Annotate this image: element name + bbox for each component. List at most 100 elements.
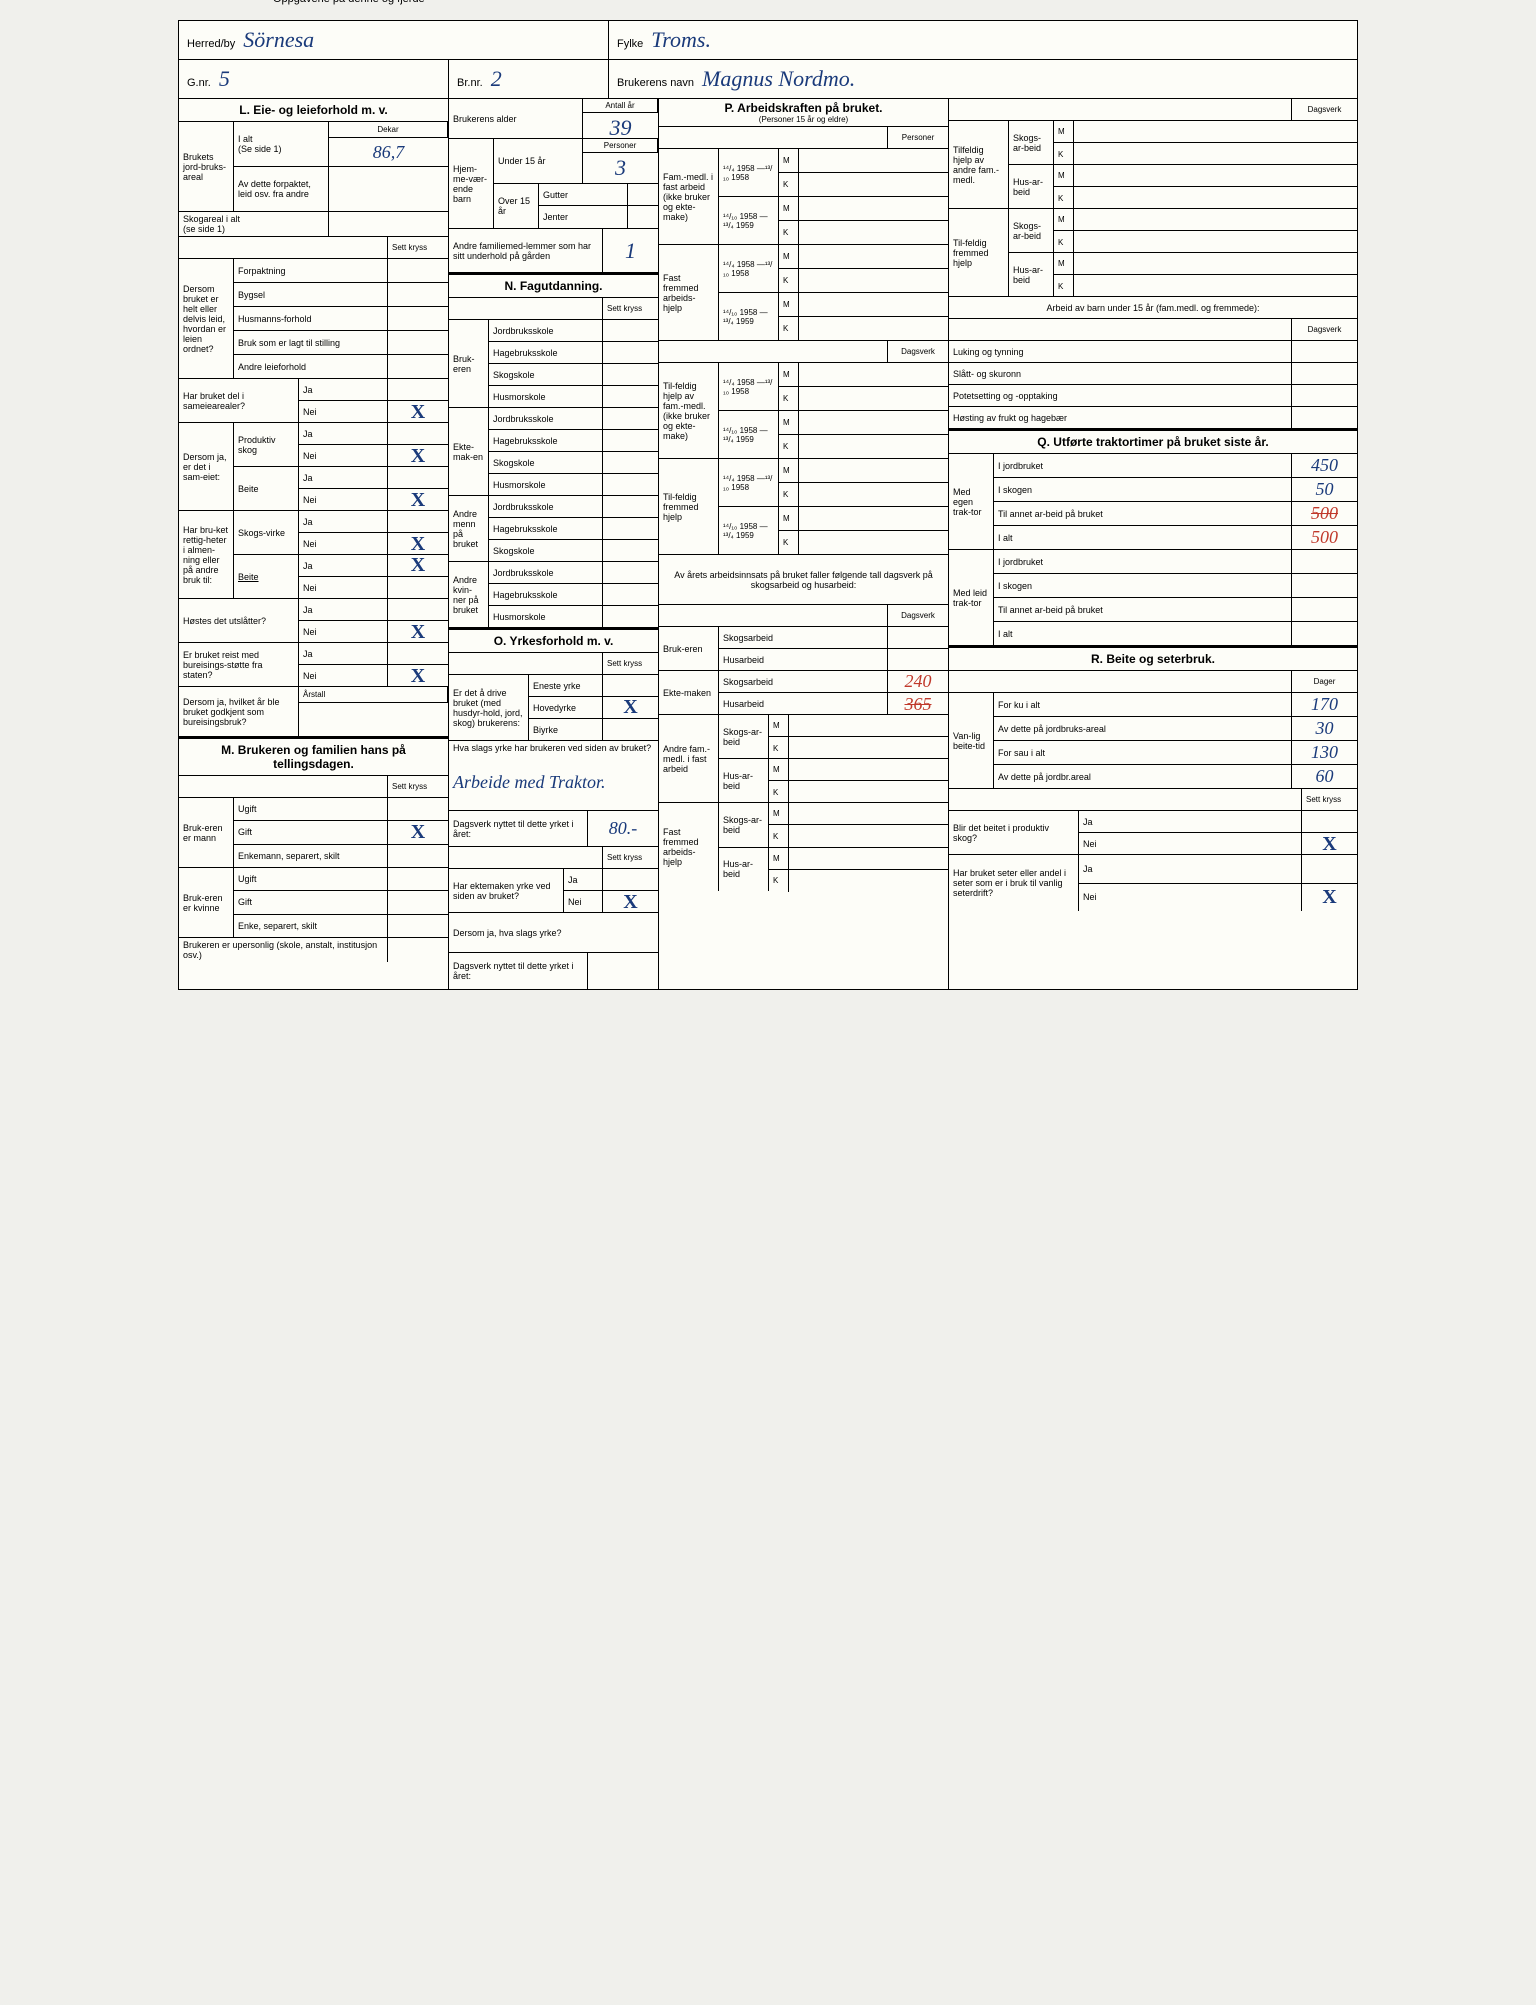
- erbruket-nei: Nei: [299, 665, 388, 687]
- m3: M: [779, 245, 799, 268]
- top-note: Merk. Oppgavene på første og annen Oppga…: [239, 0, 425, 5]
- egen-annet: Til annet ar-beid på bruket: [994, 502, 1292, 525]
- tilfeldig-fremmed: Til-feldig fremmed hjelp: [659, 459, 719, 554]
- beite-ja: Ja: [299, 467, 388, 488]
- p3a: ¹⁴/₄ 1958 —¹³/₁₀ 1958: [719, 363, 779, 410]
- leid-annet: Til annet ar-beid på bruket: [994, 598, 1292, 621]
- dersom-label: Dersom bruket er helt eller delvis leid,…: [179, 259, 234, 378]
- rc-hus2: Hus-ar-beid: [1009, 253, 1054, 296]
- ffk2: K: [769, 870, 789, 892]
- fylke-value: Troms.: [651, 27, 711, 53]
- ekte-skog: Skogskole: [489, 452, 603, 473]
- col-L-M: L. Eie- og leieforhold m. v. Brukets jor…: [179, 99, 449, 989]
- L-title: L. Eie- og leieforhold m. v.: [179, 99, 448, 122]
- N-andrekvin: Andre kvin-ner på bruket: [449, 562, 489, 627]
- p1a: ¹⁴/₄ 1958 —¹³/₁₀ 1958: [719, 149, 779, 196]
- seter-nei: Nei: [1079, 884, 1302, 912]
- rcm2: M: [1054, 165, 1074, 186]
- menn-hage: Hagebruksskole: [489, 518, 603, 539]
- P-andrefam: Andre fam.-medl. i fast arbeid: [659, 715, 719, 802]
- ialt-val: 500: [1311, 527, 1338, 548]
- kvin-husmor: Husmorskole: [489, 606, 603, 628]
- gift-check: X: [411, 821, 425, 844]
- tilfeldig-hjelp: Til-feldig hjelp av fam.-medl. (ikke bru…: [659, 363, 719, 458]
- col-Q-R: Dagsverk Tilfeldig hjelp av andre fam.-m…: [949, 99, 1357, 989]
- rc-skogs2: Skogs-ar-beid: [1009, 209, 1054, 252]
- p2b: ¹⁴/₁₀ 1958 —¹³/₄ 1959: [719, 293, 779, 340]
- med-egen: Med egen trak-tor: [949, 454, 994, 549]
- alder-label: Brukerens alder: [449, 99, 583, 138]
- brukernavn-label: Brukerens navn: [617, 77, 694, 89]
- kvin-jord: Jordbruksskole: [489, 562, 603, 583]
- main-columns: L. Eie- og leieforhold m. v. Brukets jor…: [179, 99, 1357, 989]
- rc-hus1: Hus-ar-beid: [1009, 165, 1054, 208]
- ekte-hus: Husarbeid: [719, 693, 888, 715]
- forsau: For sau i alt: [994, 741, 1292, 764]
- eneste: Eneste yrke: [529, 675, 603, 696]
- ekte-ja: Ja: [564, 869, 603, 890]
- iskogen-val: 50: [1316, 479, 1334, 500]
- erdet: Er det å drive bruket (med husdyr-hold, …: [449, 675, 529, 740]
- rck4: K: [1054, 275, 1074, 297]
- beitet-ja: Ja: [1079, 811, 1302, 832]
- bruk-hus: Husarbeid: [719, 649, 888, 671]
- af-skogs: Skogs-ar-beid: [719, 715, 769, 758]
- sameie-nei-check: X: [411, 401, 425, 424]
- mann-gift: Gift: [234, 821, 388, 843]
- gnr-label: G.nr.: [187, 77, 211, 89]
- skogareal-label: Skogareal i alt (se side 1): [179, 212, 329, 236]
- prod-nei: Nei: [299, 445, 388, 467]
- andrefam-value: 1: [625, 238, 636, 264]
- enkemann: Enkemann, separert, skilt: [234, 845, 388, 867]
- col-N-O: Brukerens alder Antall år 39 Hjem-me-vær…: [449, 99, 659, 989]
- note-line2: Oppgavene på denne og fjerde: [273, 0, 425, 5]
- prod-nei-check: X: [411, 445, 425, 468]
- egen-ialt: I alt: [994, 526, 1292, 549]
- bruk-skog: Skogskole: [489, 364, 603, 385]
- rck3: K: [1054, 231, 1074, 253]
- ffm1: M: [769, 803, 789, 824]
- med-leid: Med leid trak-tor: [949, 550, 994, 645]
- ekte-hage: Hagebruksskole: [489, 430, 603, 451]
- seter-ja: Ja: [1079, 855, 1302, 883]
- ijord-val: 450: [1311, 455, 1338, 476]
- upersonlig: Brukeren er upersonlig (skole, anstalt, …: [179, 938, 388, 962]
- enke: Enke, separert, skilt: [234, 915, 388, 937]
- menn-skog: Skogskole: [489, 540, 603, 562]
- col-P: P. Arbeidskraften på bruket. (Personer 1…: [659, 99, 949, 989]
- hostes-nei: Nei: [299, 621, 388, 643]
- personer-value: 3: [615, 155, 626, 181]
- rc-dagsverk2: Dagsverk: [1292, 319, 1357, 340]
- ekte-nei: Nei: [564, 891, 603, 913]
- beitet-nei-check: X: [1322, 833, 1336, 856]
- bruk-husmor: Husmorskole: [489, 386, 603, 408]
- dagsverk-value: 80.-: [609, 818, 638, 839]
- p4a: ¹⁴/₄ 1958 —¹³/₁₀ 1958: [719, 459, 779, 506]
- k4: K: [779, 317, 799, 340]
- k5: K: [779, 387, 799, 410]
- P-dagsverk2: Dagsverk: [888, 605, 948, 626]
- antall-ar: Antall år: [583, 99, 658, 113]
- erbruket-ja: Ja: [299, 643, 388, 664]
- harbruket-label: Har bruket del i sameiearealer?: [179, 379, 299, 422]
- hosting: Høsting av frukt og hagebær: [949, 407, 1292, 428]
- herred-value: Sörnesa: [243, 27, 314, 53]
- N-title: N. Fagutdanning.: [449, 273, 658, 298]
- m2: M: [779, 197, 799, 220]
- andrefam-label: Andre familiemed-lemmer som har sitt und…: [449, 229, 603, 272]
- fylke-label: Fylke: [617, 38, 643, 50]
- avaarets: Av årets arbeidsinnsats på bruket faller…: [659, 555, 948, 604]
- rc-dagsverk: Dagsverk: [1292, 99, 1357, 120]
- beitet-nei: Nei: [1079, 833, 1302, 855]
- hvaslags: Hva slags yrke har brukeren ved siden av…: [449, 741, 658, 755]
- beite2-ja-check: X: [411, 554, 425, 577]
- k1: K: [779, 173, 799, 196]
- af-hus: Hus-ar-beid: [719, 759, 769, 802]
- P-subtitle: (Personer 15 år og eldre): [661, 115, 946, 124]
- kvin-hage: Hagebruksskole: [489, 584, 603, 605]
- kvinne-ugift: Ugift: [234, 868, 388, 890]
- erbruket-nei-check: X: [411, 665, 425, 688]
- hjemme: Hjem-me-vær-ende barn: [449, 139, 494, 228]
- forku: For ku i alt: [994, 693, 1292, 716]
- mann-ugift: Ugift: [234, 798, 388, 820]
